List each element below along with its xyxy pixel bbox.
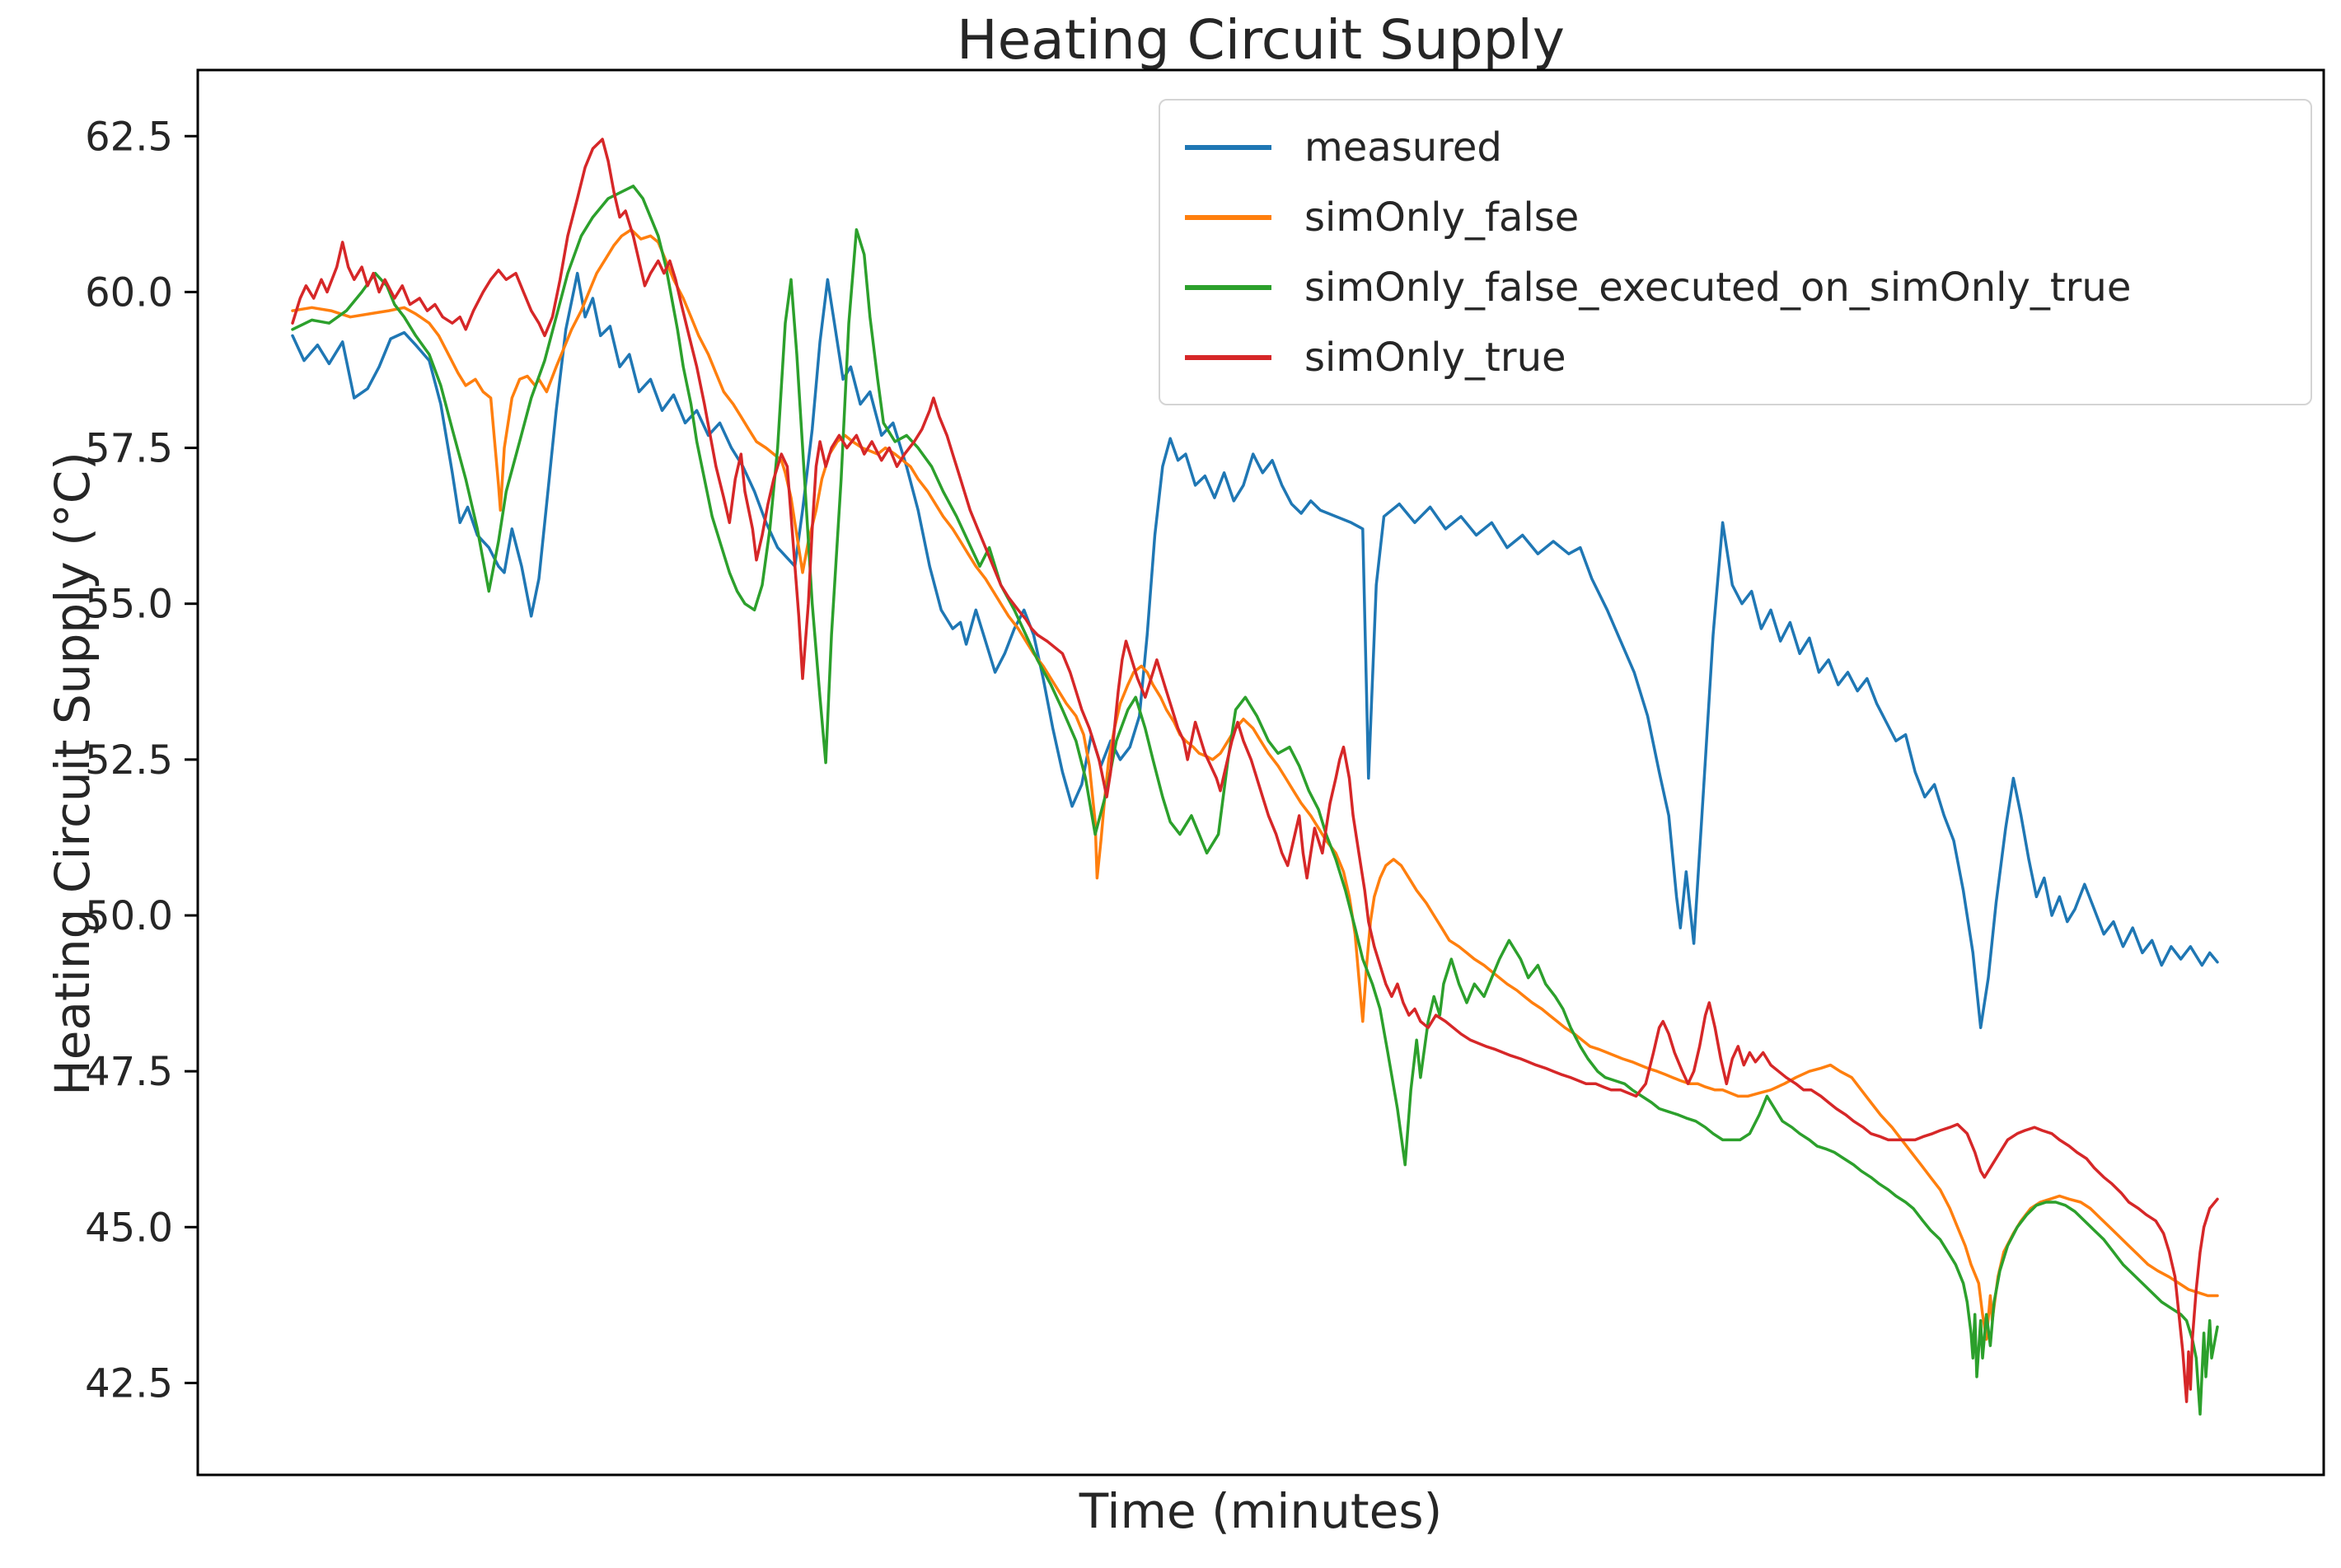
y-tick-label: 55.0 [85, 582, 173, 628]
y-tick-label: 60.0 [85, 269, 173, 316]
chart-title: Heating Circuit Supply [957, 8, 1565, 72]
legend-label: simOnly_false_executed_on_simOnly_true [1304, 264, 2132, 311]
y-tick-label: 57.5 [85, 426, 173, 472]
legend-item-measured: measured [1185, 124, 2286, 171]
y-tick-label: 42.5 [85, 1360, 173, 1407]
legend-item-simonly-false-executed: simOnly_false_executed_on_simOnly_true [1185, 264, 2286, 311]
legend-label: simOnly_false [1304, 194, 1580, 241]
y-tick-label: 62.5 [85, 114, 173, 160]
legend-swatch-simonly-true [1185, 354, 1271, 360]
legend-label: simOnly_true [1304, 334, 1566, 381]
y-tick-label: 50.0 [85, 893, 173, 939]
series-line-measured [291, 271, 2219, 1029]
legend-swatch-measured [1185, 144, 1271, 150]
x-axis-label: Time (minutes) [1079, 1483, 1443, 1539]
legend: measured simOnly_false simOnly_false_exe… [1159, 99, 2312, 405]
y-tick-label: 47.5 [85, 1049, 173, 1095]
legend-swatch-simonly-false-executed [1185, 284, 1271, 290]
legend-label: measured [1304, 124, 1502, 171]
series-line-simOnly_false_executed_on_simOnly_true [291, 185, 2219, 1416]
legend-swatch-simonly-false [1185, 214, 1271, 220]
legend-item-simonly-false: simOnly_false [1185, 194, 2286, 241]
y-tick-label: 52.5 [85, 737, 173, 784]
y-tick-label: 45.0 [85, 1205, 173, 1251]
series-line-simOnly_true [291, 138, 2219, 1403]
legend-item-simonly-true: simOnly_true [1185, 335, 2286, 381]
